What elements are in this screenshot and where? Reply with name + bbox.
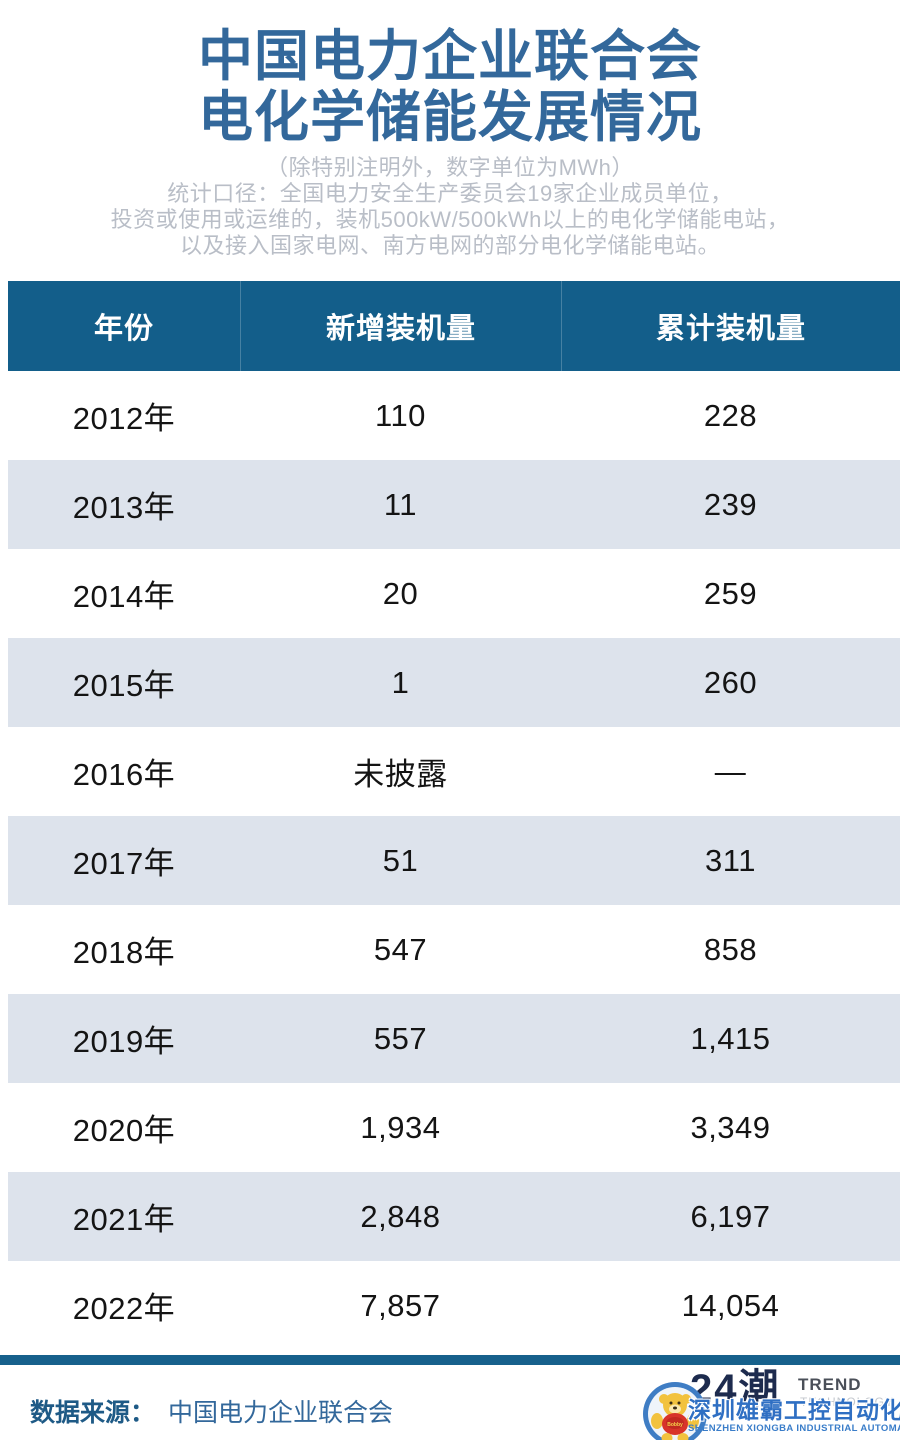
watermark-trend-text: TREND [798,1375,862,1394]
note-line-2: 统计口径：全国电力安全生产委员会19家企业成员单位， [167,181,733,206]
cell-total: 259 [703,575,758,611]
cell-year: 2012年 [72,401,176,436]
svg-text:Bobby: Bobby [667,1422,683,1428]
note-line-4: 以及接入国家电网、南方电网的部分电化学储能电站。 [179,233,720,258]
cell-year: 2019年 [72,1024,176,1059]
cell-added: 1 [391,664,410,700]
cell-total: 239 [703,486,758,522]
cell-added: 11 [383,486,418,522]
publisher-logo-block: 24潮 TREND TECHNOLOGY 深圳雄霸工控自动化 SHENZHEN … [638,1369,900,1440]
cell-total: 6,197 [690,1198,771,1234]
cell-total: 260 [703,664,758,700]
note-line-1: （除特别注明外，数字单位为MWh） [266,155,634,180]
column-header-total: 累计装机量 [561,281,900,371]
cell-year: 2015年 [72,668,176,703]
subtitle-notes: （除特别注明外，数字单位为MWh） 统计口径：全国电力安全生产委员会19家企业成… [0,155,900,259]
cell-year: 2016年 [72,757,176,792]
cell-added: 1,934 [360,1109,441,1145]
cell-total: 3,349 [690,1109,771,1145]
page-title: 中国电力企业联合会 电化学储能发展情况 [0,0,900,147]
data-source-value: 中国电力企业联合会 [167,1399,393,1427]
cell-total: 14,054 [681,1287,780,1323]
table-row: 2020年 1,934 3,349 [8,1083,900,1172]
title-line-1: 中国电力企业联合会 [197,25,702,87]
table-row: 2016年 未披露 — [8,727,900,816]
cell-added: 20 [382,575,419,611]
company-name-cn: 深圳雄霸工控自动化 [688,1397,900,1423]
bottom-divider-bar [0,1355,900,1365]
cell-total: 228 [703,397,758,433]
cell-total: 858 [703,931,758,967]
cell-added: 51 [382,842,419,878]
cell-added: 557 [373,1020,428,1056]
table-header-row: 年份 新增装机量 累计装机量 [8,281,900,371]
table-row: 2013年 11 239 [8,460,900,549]
cell-total: — [714,753,747,789]
cell-year: 2022年 [72,1291,176,1326]
note-line-3: 投资或使用或运维的，装机500kW/500kWh以上的电化学储能电站， [110,207,790,232]
data-source: 数据来源： 中国电力企业联合会 [30,1393,393,1429]
bear-mascot-icon: Bobby [643,1382,707,1440]
cell-added: 2,848 [360,1198,441,1234]
cell-year: 2017年 [72,846,176,881]
cell-added: 110 [375,397,426,433]
table-row: 2021年 2,848 6,197 [8,1172,900,1261]
table-row: 2017年 51 311 [8,816,900,905]
column-header-year: 年份 [93,313,154,345]
cell-added: 547 [373,931,428,967]
table-row: 2015年 1 260 [8,638,900,727]
title-line-2: 电化学储能发展情况 [197,85,702,148]
footer: 数据来源： 中国电力企业联合会 24潮 TREND TECHNOLOGY 深圳雄… [0,1365,900,1440]
cell-year: 2021年 [72,1202,176,1237]
table-row: 2014年 20 259 [8,549,900,638]
cell-added: 未披露 [353,757,448,792]
cell-total: 1,415 [690,1020,771,1056]
company-name-en: SHENZHEN XIONGBA INDUSTRIAL AUTOMATION [688,1423,900,1434]
column-header-added: 新增装机量 [239,281,561,371]
cell-year: 2018年 [72,935,176,970]
table-row: 2019年 557 1,415 [8,994,900,1083]
cell-year: 2020年 [72,1113,176,1148]
data-source-label: 数据来源： [30,1399,156,1427]
table-row: 2018年 547 858 [8,905,900,994]
data-table: 年份 新增装机量 累计装机量 2012年 110 228 2013年 11 23… [8,281,900,1350]
cell-year: 2013年 [72,490,176,525]
cell-added: 7,857 [360,1287,441,1323]
cell-total: 311 [705,842,756,878]
cell-year: 2014年 [72,579,176,614]
watermark-technology-text: TECHNOLOGY [800,1395,895,1409]
table-row: 2012年 110 228 [8,371,900,460]
table-body: 2012年 110 228 2013年 11 239 2014年 20 259 … [8,371,900,1350]
table-row: 2022年 7,857 14,054 [8,1261,900,1350]
